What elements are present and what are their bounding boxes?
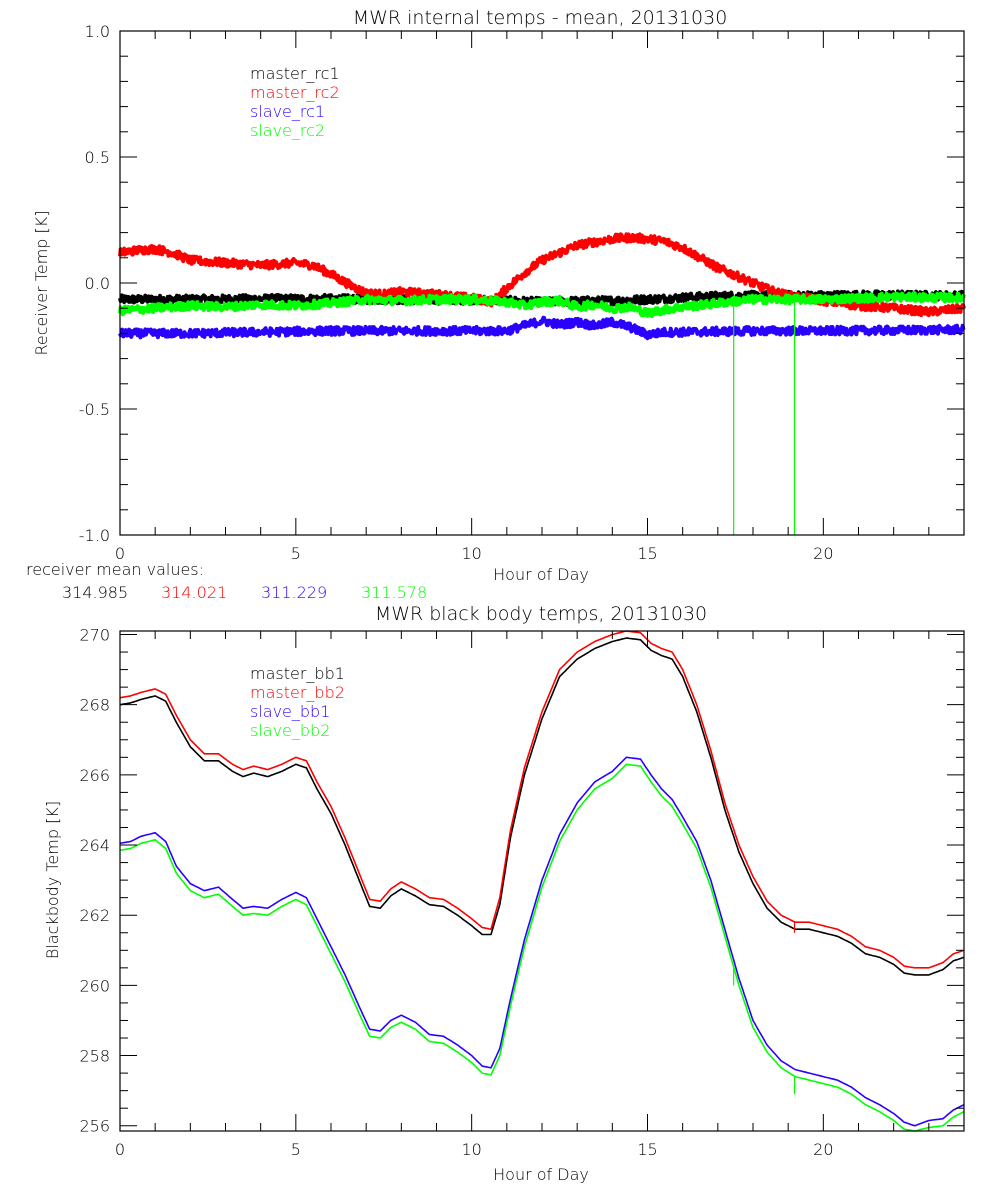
y-tick-label: 260 [79,976,110,995]
legend-item-master_bb1: master_bb1 [250,664,345,683]
y-tick-label: -0.5 [79,400,110,419]
x-tick-label: 15 [637,1140,657,1159]
y-tick-label: 258 [79,1047,110,1066]
legend-item-master_rc2: master_rc2 [250,83,340,102]
legend-item-master_bb2: master_bb2 [250,683,345,702]
x-tick-label: 10 [461,1140,481,1159]
y-tick-label: 1.0 [85,22,110,41]
x-tick-label: 0 [115,544,125,563]
chart-title: MWR internal temps - mean, 20131030 [353,7,728,29]
receiver-mean-value: 311.578 [361,583,427,602]
axes-frame [119,30,965,536]
legend-item-master_rc1: master_rc1 [250,64,340,83]
series-line-master_bb2 [119,630,965,969]
axes: 0 5 10 15 20 256 258 260 262 264 266 268 270 [79,626,965,1159]
x-tick-label: 5 [291,544,301,563]
chart-title: MWR black body temps, 20131030 [375,603,707,625]
y-tick-label: 0.0 [85,274,110,293]
series-line-slave_bb1 [119,756,965,1127]
legend-item-slave_bb2: slave_bb2 [250,721,330,740]
legend-item-slave_rc2: slave_rc2 [250,121,325,140]
y-tick-label: -1.0 [79,526,110,545]
series-line-slave_rc2 [118,291,966,319]
receiver-mean-label: receiver mean values: [26,560,204,579]
x-axis-label: Hour of Day [493,565,589,584]
legend-item-slave_bb1: slave_bb1 [250,702,330,721]
series-line-slave_rc1 [118,315,966,341]
receiver-mean-value: 314.021 [161,583,227,602]
x-tick-label: 15 [637,544,657,563]
x-tick-label: 20 [813,544,833,563]
y-tick-label: 270 [79,626,110,645]
plot-area [119,630,965,1132]
x-tick-label: 0 [115,1140,125,1159]
receiver-mean-list: 314.985 314.021 311.229 311.578 [62,583,427,602]
x-tick-label: 10 [461,544,481,563]
series-line-slave_bb2 [119,763,965,1132]
y-tick-label: 266 [79,766,110,785]
y-axis-label: Blackbody Temp [K] [43,801,62,959]
series-line-master_bb1 [119,637,965,976]
receiver-temp-chart: MWR internal temps - mean, 20131030 0 5 10… [32,7,966,584]
x-axis-label: Hour of Day [493,1165,589,1184]
y-axis-label: Receiver Temp [K] [32,210,51,355]
y-tick-label: 264 [79,836,110,855]
y-tick-label: 0.5 [85,148,110,167]
y-tick-label: 268 [79,696,110,715]
x-tick-label: 20 [813,1140,833,1159]
x-tick-label: 5 [291,1140,301,1159]
y-tick-label: 256 [79,1117,110,1136]
y-tick-label: 262 [79,906,110,925]
plot-area [118,232,966,535]
receiver-mean-value: 311.229 [261,583,327,602]
legend-item-slave_rc1: slave_rc1 [250,102,325,121]
blackbody-temp-chart: MWR black body temps, 20131030 0 5 10 15 20 2… [43,603,965,1184]
receiver-mean-value: 314.985 [62,583,128,602]
axes: 0 5 10 15 20 -1.0 -0.5 0.0 0.5 1.0 [79,22,965,563]
receiver-mean-values: receiver mean values: 314.985 314.021 311.… [26,560,427,602]
